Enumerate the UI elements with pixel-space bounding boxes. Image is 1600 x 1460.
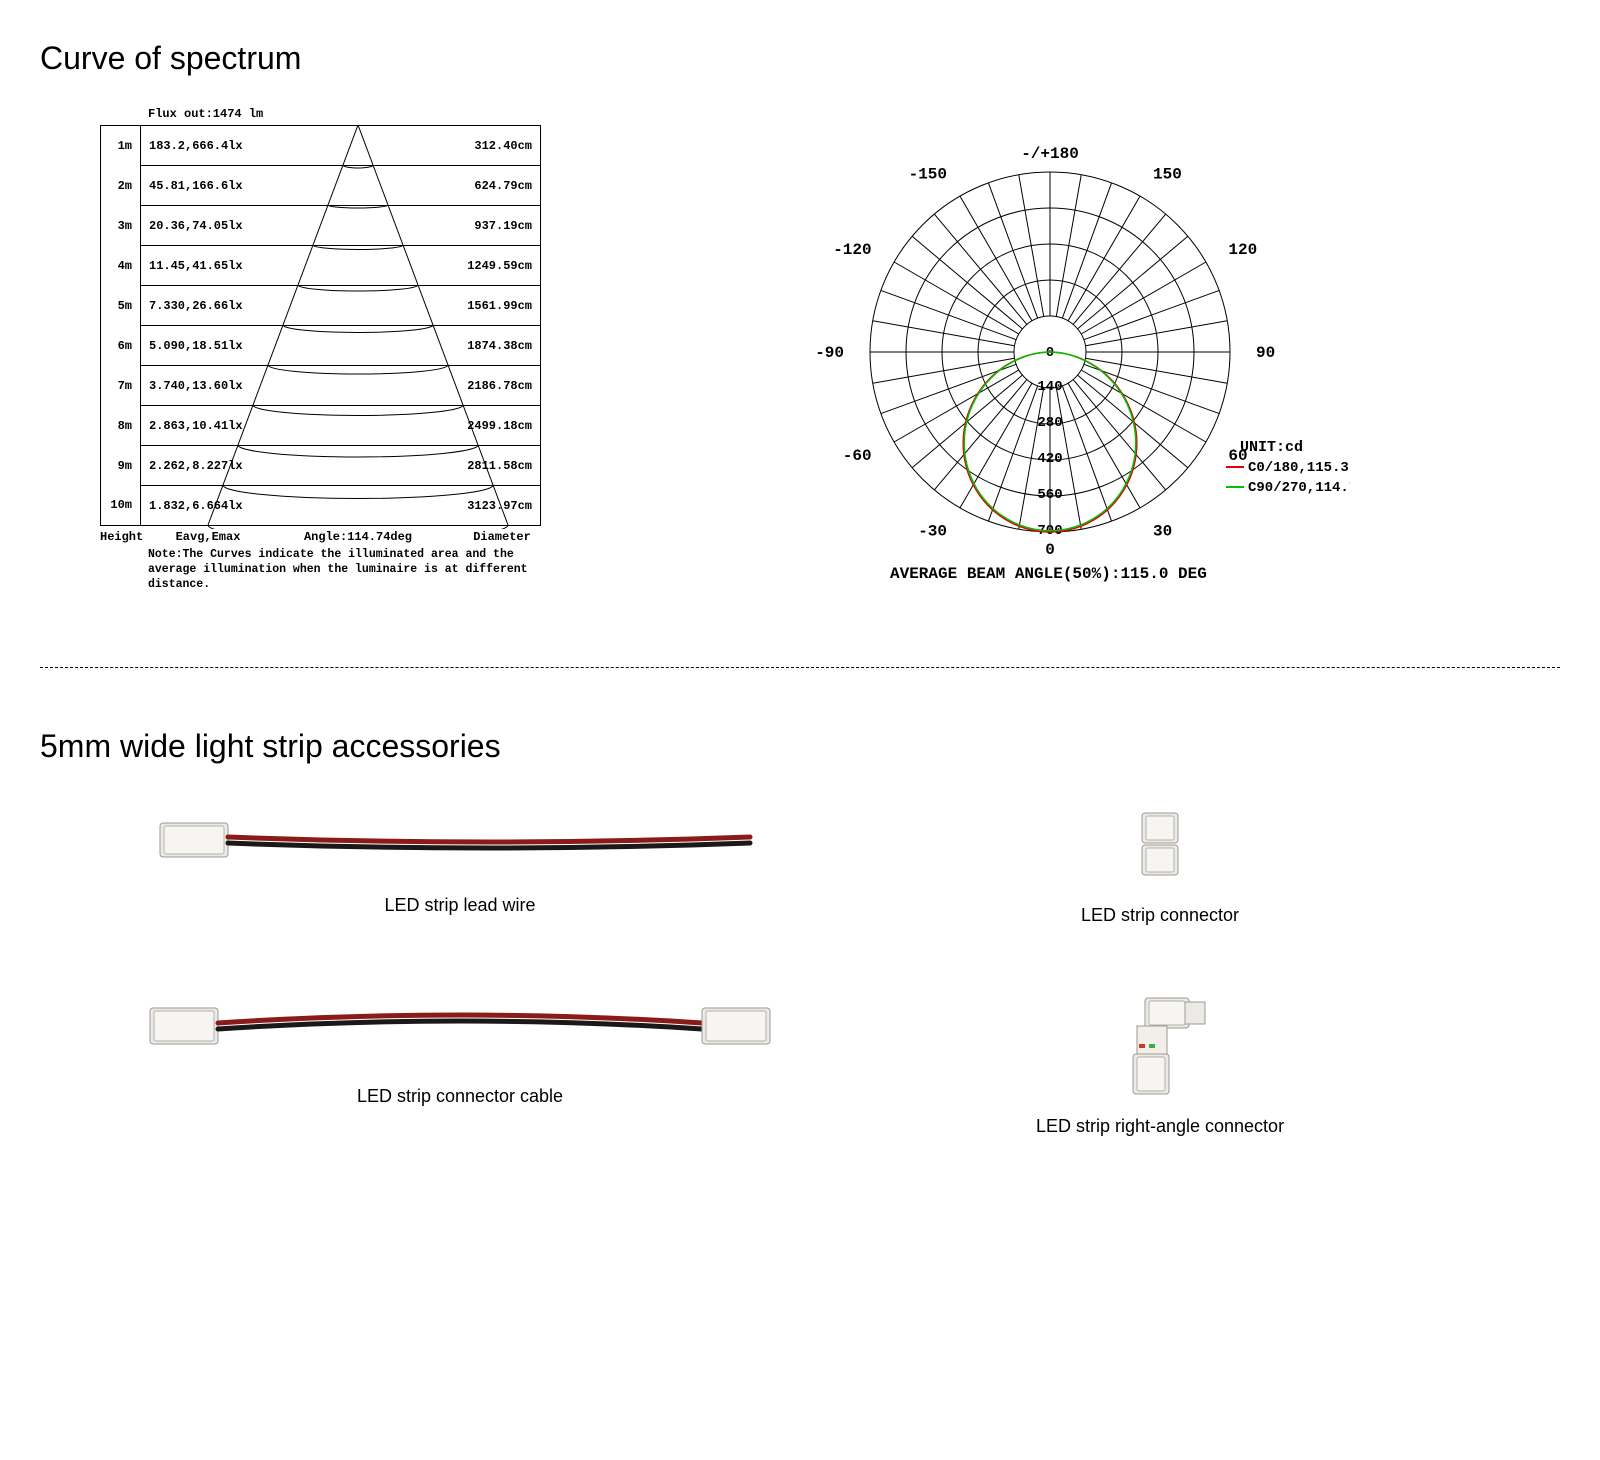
svg-text:UNIT:cd: UNIT:cd bbox=[1240, 439, 1303, 456]
lux-cell: 20.36,74.05lx bbox=[141, 206, 261, 246]
table-row: 4m11.45,41.65lx 1249.59cm bbox=[101, 246, 541, 286]
lux-cell: 11.45,41.65lx bbox=[141, 246, 261, 286]
lux-cell: 2.863,10.41lx bbox=[141, 406, 261, 446]
height-cell: 7m bbox=[101, 366, 141, 406]
cone-cell bbox=[261, 166, 441, 206]
section-heading-spectrum: Curve of spectrum bbox=[40, 40, 1560, 77]
height-cell: 1m bbox=[101, 126, 141, 166]
cone-cell bbox=[261, 366, 441, 406]
svg-text:-60: -60 bbox=[843, 447, 872, 465]
svg-text:280: 280 bbox=[1037, 415, 1062, 431]
cone-cell bbox=[261, 246, 441, 286]
svg-text:560: 560 bbox=[1037, 487, 1062, 503]
diameter-cell: 2499.18cm bbox=[441, 406, 541, 446]
table-row: 2m45.81,166.6lx 624.79cm bbox=[101, 166, 541, 206]
polar-intensity-chart: 0140280420560700-/+180-150150-120120-909… bbox=[640, 107, 1500, 617]
illuminance-cone-chart: Flux out:1474 lm 1m183.2,666.4lx 312.40cm… bbox=[100, 107, 560, 593]
height-cell: 10m bbox=[101, 486, 141, 526]
illuminance-table: 1m183.2,666.4lx 312.40cm 2m45.81,166.6lx 62… bbox=[100, 125, 541, 526]
lux-cell: 3.740,13.60lx bbox=[141, 366, 261, 406]
table-row: 8m2.863,10.41lx 2499.18cm bbox=[101, 406, 541, 446]
col-lux-label: Eavg,Emax bbox=[148, 530, 268, 544]
svg-text:90: 90 bbox=[1256, 344, 1275, 362]
svg-text:120: 120 bbox=[1228, 241, 1257, 259]
accessory-illustration bbox=[1085, 986, 1235, 1096]
svg-text:-150: -150 bbox=[909, 166, 947, 184]
diameter-cell: 312.40cm bbox=[441, 126, 541, 166]
accessory-illustration bbox=[140, 986, 780, 1066]
section-divider bbox=[40, 667, 1560, 668]
cone-cell bbox=[261, 206, 441, 246]
section-heading-accessories: 5mm wide light strip accessories bbox=[40, 728, 1560, 765]
cone-cell bbox=[261, 446, 441, 486]
lux-cell: 45.81,166.6lx bbox=[141, 166, 261, 206]
accessory-label: LED strip right-angle connector bbox=[1036, 1116, 1284, 1137]
height-cell: 9m bbox=[101, 446, 141, 486]
accessory-label: LED strip connector cable bbox=[357, 1086, 563, 1107]
height-cell: 8m bbox=[101, 406, 141, 446]
svg-text:-30: -30 bbox=[918, 522, 947, 540]
diameter-cell: 2186.78cm bbox=[441, 366, 541, 406]
col-dia-label: Diameter bbox=[448, 530, 556, 544]
accessory-connector-cable: LED strip connector cable bbox=[140, 986, 780, 1137]
diameter-cell: 624.79cm bbox=[441, 166, 541, 206]
table-row: 1m183.2,666.4lx 312.40cm bbox=[101, 126, 541, 166]
spectrum-charts-row: Flux out:1474 lm 1m183.2,666.4lx 312.40cm… bbox=[40, 107, 1560, 617]
table-row: 10m1.832,6.664lx 3123.97cm bbox=[101, 486, 541, 526]
diameter-cell: 1249.59cm bbox=[441, 246, 541, 286]
lux-cell: 1.832,6.664lx bbox=[141, 486, 261, 526]
cone-cell bbox=[261, 326, 441, 366]
lux-cell: 183.2,666.4lx bbox=[141, 126, 261, 166]
lux-cell: 7.330,26.66lx bbox=[141, 286, 261, 326]
svg-text:C0/180,115.3: C0/180,115.3 bbox=[1248, 460, 1349, 476]
flux-out-label: Flux out:1474 lm bbox=[100, 107, 560, 121]
accessories-grid: LED strip lead wire LED strip connector … bbox=[40, 805, 1560, 1137]
cone-cell bbox=[261, 286, 441, 326]
table-row: 5m7.330,26.66lx 1561.99cm bbox=[101, 286, 541, 326]
accessory-right-angle: LED strip right-angle connector bbox=[860, 986, 1460, 1137]
diameter-cell: 1874.38cm bbox=[441, 326, 541, 366]
height-cell: 5m bbox=[101, 286, 141, 326]
cone-note: Note:The Curves indicate the illuminated… bbox=[100, 548, 560, 593]
cone-body: 1m183.2,666.4lx 312.40cm 2m45.81,166.6lx 62… bbox=[100, 125, 560, 526]
svg-text:0: 0 bbox=[1046, 345, 1054, 361]
lux-cell: 2.262,8.227lx bbox=[141, 446, 261, 486]
height-cell: 6m bbox=[101, 326, 141, 366]
diameter-cell: 3123.97cm bbox=[441, 486, 541, 526]
cone-cell bbox=[261, 126, 441, 166]
table-row: 9m2.262,8.227lx 2811.58cm bbox=[101, 446, 541, 486]
svg-text:140: 140 bbox=[1037, 379, 1062, 395]
table-row: 7m3.740,13.60lx 2186.78cm bbox=[101, 366, 541, 406]
accessory-connector: LED strip connector bbox=[860, 805, 1460, 926]
svg-text:-90: -90 bbox=[815, 344, 844, 362]
accessory-lead-wire: LED strip lead wire bbox=[140, 805, 780, 926]
accessory-illustration bbox=[150, 805, 770, 875]
cone-column-labels: Height Eavg,Emax Angle:114.74deg Diamete… bbox=[100, 530, 560, 544]
svg-text:0: 0 bbox=[1045, 541, 1055, 559]
svg-text:420: 420 bbox=[1037, 451, 1062, 467]
cone-cell bbox=[261, 486, 441, 526]
svg-text:-120: -120 bbox=[833, 241, 871, 259]
accessory-illustration bbox=[1120, 805, 1200, 885]
diameter-cell: 2811.58cm bbox=[441, 446, 541, 486]
diameter-cell: 937.19cm bbox=[441, 206, 541, 246]
svg-text:C90/270,114.7: C90/270,114.7 bbox=[1248, 480, 1350, 496]
cone-cell bbox=[261, 406, 441, 446]
svg-text:150: 150 bbox=[1153, 166, 1182, 184]
table-row: 3m20.36,74.05lx 937.19cm bbox=[101, 206, 541, 246]
svg-text:AVERAGE BEAM ANGLE(50%):115.0: AVERAGE BEAM ANGLE(50%):115.0 DEG bbox=[890, 565, 1207, 583]
col-angle-label: Angle:114.74deg bbox=[268, 530, 448, 544]
svg-text:-/+180: -/+180 bbox=[1021, 145, 1079, 163]
table-row: 6m5.090,18.51lx 1874.38cm bbox=[101, 326, 541, 366]
accessory-label: LED strip connector bbox=[1081, 905, 1239, 926]
accessory-label: LED strip lead wire bbox=[384, 895, 535, 916]
height-cell: 2m bbox=[101, 166, 141, 206]
height-cell: 4m bbox=[101, 246, 141, 286]
col-height-label: Height bbox=[100, 530, 148, 544]
height-cell: 3m bbox=[101, 206, 141, 246]
svg-text:30: 30 bbox=[1153, 522, 1172, 540]
diameter-cell: 1561.99cm bbox=[441, 286, 541, 326]
polar-svg: 0140280420560700-/+180-150150-120120-909… bbox=[790, 107, 1350, 617]
lux-cell: 5.090,18.51lx bbox=[141, 326, 261, 366]
